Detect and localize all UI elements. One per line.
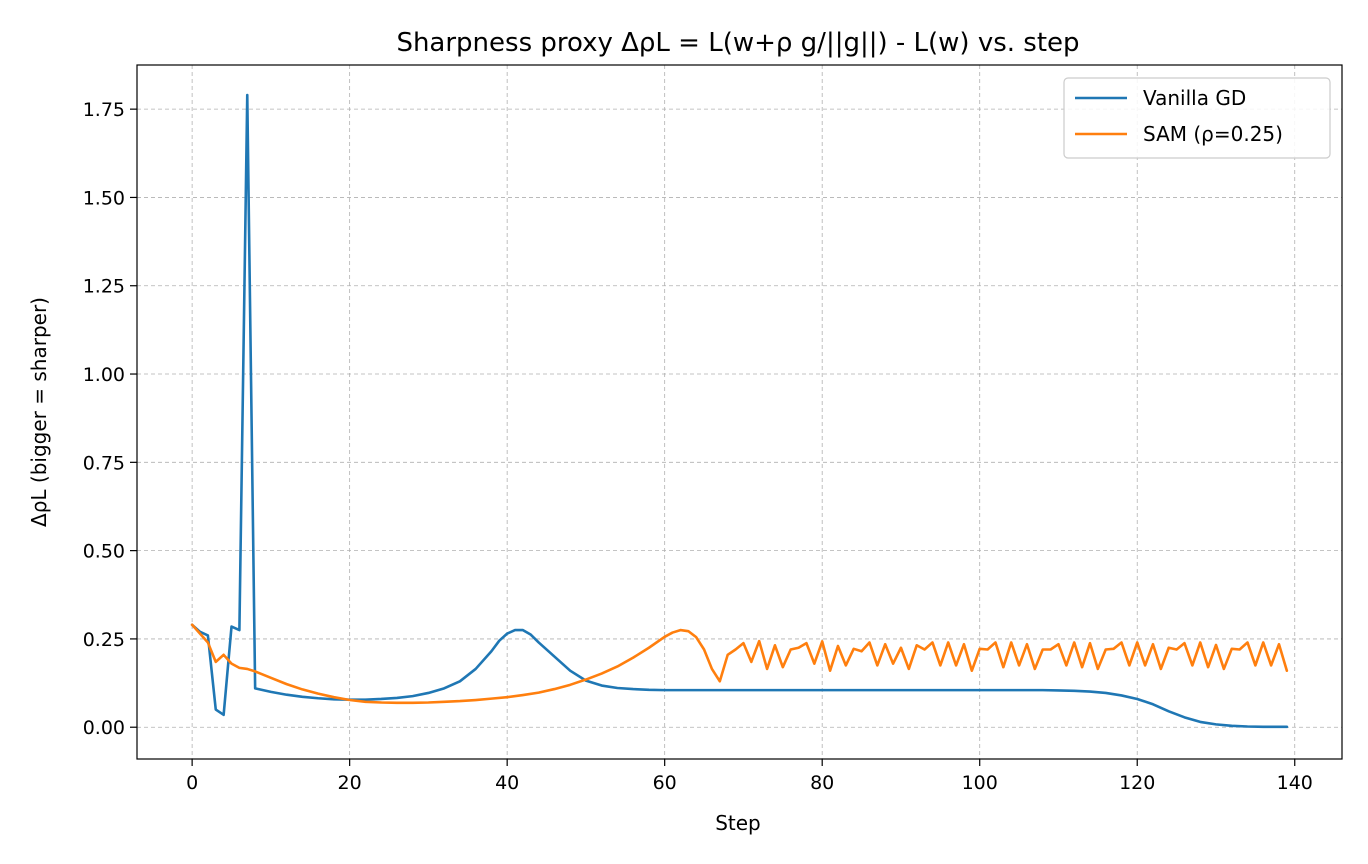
series-line-sam (190, 623, 1289, 705)
x-tick-label: 120 (1119, 772, 1155, 794)
x-tick-label: 60 (653, 772, 677, 794)
x-tick-label: 80 (810, 772, 834, 794)
series-lines (190, 93, 1289, 729)
legend: Vanilla GD SAM (ρ=0.25) (1063, 77, 1331, 159)
chart-title: Sharpness proxy ΔρL = L(w+ρ g/||g||) - L… (396, 28, 1079, 58)
x-tick-label: 20 (338, 772, 362, 794)
y-tick-label: 0.50 (83, 541, 125, 563)
y-tick-label: 1.50 (83, 187, 125, 209)
y-tick-label: 0.00 (83, 717, 125, 739)
x-tick-label: 40 (495, 772, 519, 794)
y-tick-label: 0.75 (83, 452, 125, 474)
plot-frame (136, 64, 1343, 760)
legend-label-vanilla-gd: Vanilla GD (1143, 86, 1246, 110)
legend-label-sam: SAM (ρ=0.25) (1143, 122, 1283, 146)
series-line-vanilla-gd (190, 93, 1289, 729)
y-tick-label: 1.25 (83, 276, 125, 298)
y-tick-label: 1.75 (83, 99, 125, 121)
y-axis-label: ΔρL (bigger = sharper) (27, 297, 51, 527)
y-tick-label: 0.25 (83, 629, 125, 651)
legend-box (1063, 77, 1331, 159)
x-tick-label: 100 (962, 772, 998, 794)
x-axis-label: Step (715, 811, 761, 835)
axis-ticks: 0 20 40 60 80 100 120 140 0.00 0.25 0.50 0.75 1.00 1.… (83, 99, 1313, 794)
x-tick-label: 0 (186, 772, 198, 794)
y-tick-label: 1.00 (83, 364, 125, 386)
x-tick-label: 140 (1277, 772, 1313, 794)
